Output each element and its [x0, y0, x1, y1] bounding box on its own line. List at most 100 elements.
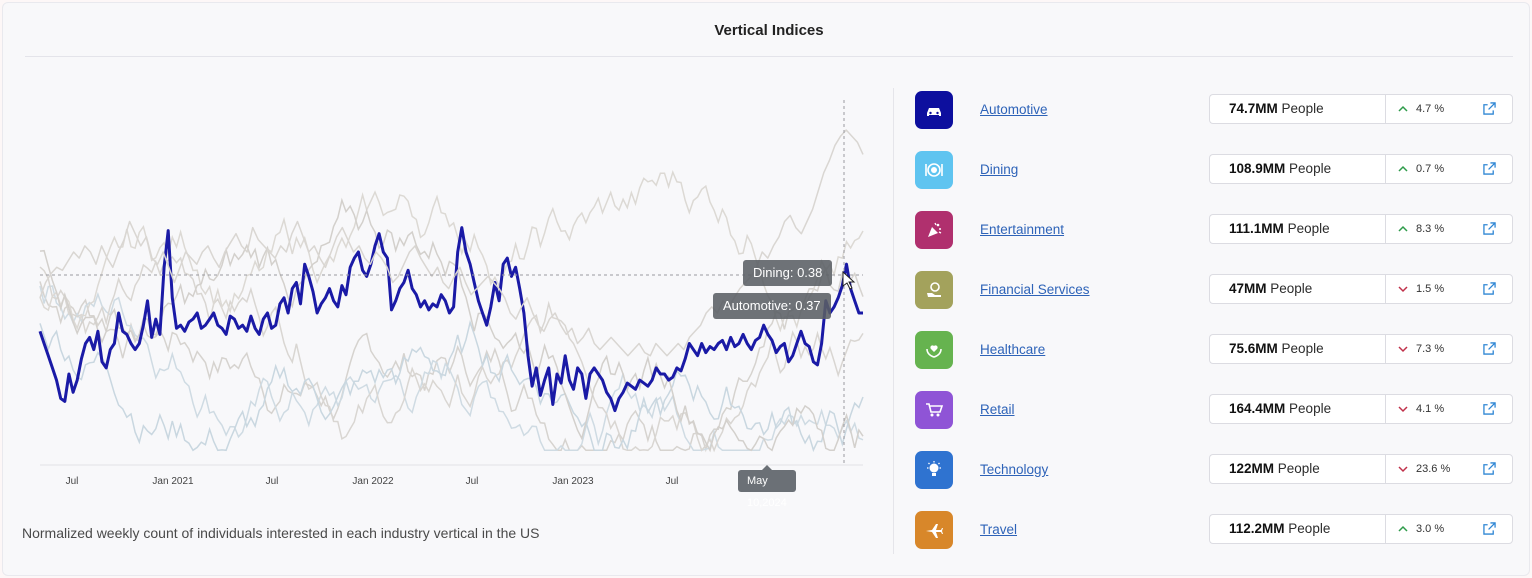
- people-count-value: 122MM: [1229, 461, 1275, 476]
- vertical-link[interactable]: Healthcare: [980, 342, 1046, 357]
- change-box: 4.1 %: [1385, 394, 1513, 424]
- vertical-row-healthcare: Healthcare 75.6MM People 7.3 %: [915, 331, 1513, 371]
- page-title: Vertical Indices: [714, 22, 824, 39]
- external-link-icon[interactable]: [1483, 462, 1496, 475]
- vertical-row-automotive: Automotive 74.7MM People 4.7 %: [915, 91, 1513, 131]
- people-count-value: 164.4MM: [1229, 401, 1286, 416]
- vertical-indices-chart[interactable]: Jul Jan 2021 Jul Jan 2022 Jul Jan 2023 Jul: [0, 0, 880, 500]
- cursor-icon: [842, 270, 856, 290]
- chevron-down-icon: [1398, 286, 1408, 293]
- car-icon: [915, 91, 953, 129]
- people-count-value: 75.6MM: [1229, 341, 1278, 356]
- change-percent: 0.7 %: [1416, 163, 1445, 175]
- x-tick-label: Jan 2021: [152, 476, 194, 487]
- external-link-icon[interactable]: [1483, 282, 1496, 295]
- change-percent: 23.6 %: [1416, 463, 1451, 475]
- health-hands-icon: [915, 331, 953, 369]
- change-percent: 3.0 %: [1416, 523, 1445, 535]
- background-series-line: [39, 265, 864, 453]
- people-count-unit: People: [1270, 281, 1313, 296]
- people-count: 74.7MM People: [1209, 94, 1385, 124]
- money-hand-icon: [915, 271, 953, 309]
- people-count-unit: People: [1288, 521, 1331, 536]
- background-series-line: [39, 319, 864, 453]
- change-box: 7.3 %: [1385, 334, 1513, 364]
- divider: [893, 88, 894, 554]
- people-count: 111.1MM People: [1209, 214, 1385, 244]
- change-box: 8.3 %: [1385, 214, 1513, 244]
- people-count-unit: People: [1289, 161, 1332, 176]
- chevron-down-icon: [1398, 466, 1408, 473]
- x-tick-label: Jan 2022: [352, 476, 394, 487]
- series-line-automotive: [38, 226, 863, 413]
- background-series-line: [39, 169, 864, 333]
- chevron-down-icon: [1398, 406, 1408, 413]
- chevron-up-icon: [1398, 165, 1408, 172]
- change-percent: 7.3 %: [1416, 343, 1445, 355]
- lightbulb-icon: [915, 451, 953, 489]
- x-tick-label: Jul: [466, 476, 479, 487]
- vertical-link[interactable]: Technology: [980, 462, 1049, 477]
- people-count-unit: People: [1277, 461, 1320, 476]
- vertical-link[interactable]: Automotive: [980, 102, 1048, 117]
- chevron-up-icon: [1398, 105, 1408, 112]
- people-count: 164.4MM People: [1209, 394, 1385, 424]
- change-box: 0.7 %: [1385, 154, 1513, 184]
- background-series-line: [39, 285, 864, 452]
- people-count-unit: People: [1281, 341, 1324, 356]
- external-link-icon[interactable]: [1483, 522, 1496, 535]
- change-percent: 4.1 %: [1416, 403, 1445, 415]
- background-series-line: [39, 197, 864, 453]
- people-count-unit: People: [1287, 221, 1330, 236]
- people-count-value: 108.9MM: [1229, 161, 1286, 176]
- vertical-row-technology: Technology 122MM People 23.6 %: [915, 451, 1513, 491]
- people-count: 47MM People: [1209, 274, 1385, 304]
- x-tick-label: Jan 2023: [552, 476, 594, 487]
- chevron-down-icon: [1398, 346, 1408, 353]
- vertical-link[interactable]: Travel: [980, 522, 1018, 537]
- plane-icon: [915, 511, 953, 549]
- change-percent: 4.7 %: [1416, 103, 1445, 115]
- change-box: 4.7 %: [1385, 94, 1513, 124]
- vertical-row-entertainment: Entertainment 111.1MM People 8.3 %: [915, 211, 1513, 251]
- x-tick-label: Jul: [66, 476, 79, 487]
- vertical-link[interactable]: Retail: [980, 402, 1015, 417]
- external-link-icon[interactable]: [1483, 102, 1496, 115]
- vertical-row-retail: Retail 164.4MM People 4.1 %: [915, 391, 1513, 431]
- vertical-link[interactable]: Dining: [980, 162, 1019, 177]
- card-header: Vertical Indices: [25, 3, 1513, 57]
- external-link-icon[interactable]: [1483, 402, 1496, 415]
- people-count-value: 47MM: [1229, 281, 1267, 296]
- external-link-icon[interactable]: [1483, 162, 1496, 175]
- people-count: 75.6MM People: [1209, 334, 1385, 364]
- change-percent: 8.3 %: [1416, 223, 1445, 235]
- chevron-up-icon: [1398, 225, 1408, 232]
- people-count: 122MM People: [1209, 454, 1385, 484]
- dining-icon: [915, 151, 953, 189]
- party-icon: [915, 211, 953, 249]
- vertical-row-travel: Travel 112.2MM People 3.0 %: [915, 511, 1513, 551]
- external-link-icon[interactable]: [1483, 342, 1496, 355]
- cart-icon: [915, 391, 953, 429]
- people-count: 108.9MM People: [1209, 154, 1385, 184]
- people-count-unit: People: [1289, 401, 1332, 416]
- people-count-value: 74.7MM: [1229, 101, 1278, 116]
- change-box: 23.6 %: [1385, 454, 1513, 484]
- date-tooltip: May 10,2024: [738, 465, 796, 509]
- external-link-icon[interactable]: [1483, 222, 1496, 235]
- dining-tooltip: Dining: 0.38: [743, 260, 833, 286]
- people-count: 112.2MM People: [1209, 514, 1385, 544]
- vertical-row-financial-services: Financial Services 47MM People 1.5 %: [915, 271, 1513, 311]
- x-tick-label: Jul: [266, 476, 279, 487]
- chevron-up-icon: [1398, 525, 1408, 532]
- change-percent: 1.5 %: [1416, 283, 1445, 295]
- people-count-unit: People: [1281, 101, 1324, 116]
- people-count-value: 112.2MM: [1229, 521, 1285, 536]
- vertical-link[interactable]: Financial Services: [980, 282, 1090, 297]
- change-box: 3.0 %: [1385, 514, 1513, 544]
- vertical-link[interactable]: Entertainment: [980, 222, 1065, 237]
- automotive-tooltip: Automotive: 0.37: [713, 293, 831, 319]
- change-box: 1.5 %: [1385, 274, 1513, 304]
- x-tick-label: Jul: [666, 476, 679, 487]
- vertical-row-dining: Dining 108.9MM People 0.7 %: [915, 151, 1513, 191]
